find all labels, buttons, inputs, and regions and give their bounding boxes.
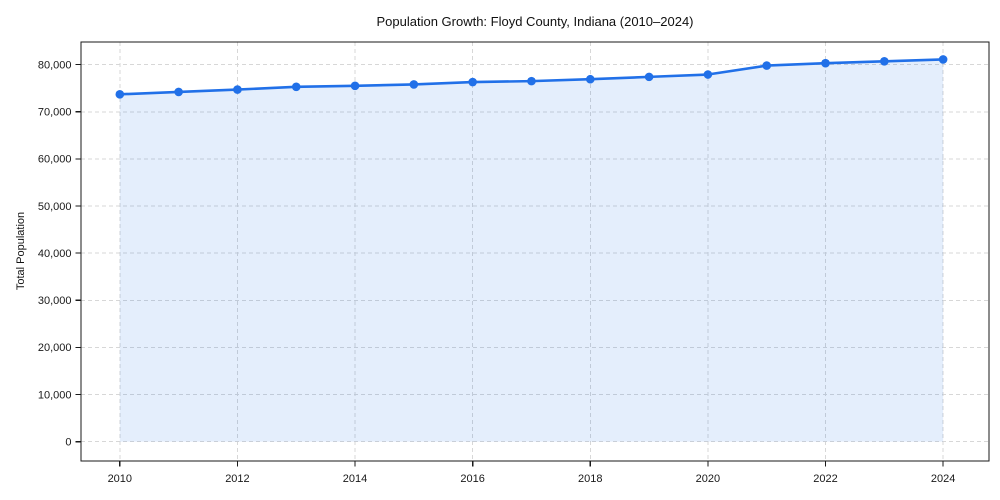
area-fill [119, 59, 944, 442]
x-tick-label: 2022 [813, 473, 837, 485]
data-point-2022 [821, 58, 830, 68]
data-point-2021 [762, 61, 772, 70]
x-tick-label: 2020 [696, 473, 720, 485]
data-point-2016 [468, 77, 477, 87]
x-tick-label: 2024 [931, 473, 955, 485]
y-tick-label: 80,000 [38, 59, 72, 71]
y-tick-label: 0 [65, 436, 71, 448]
chart-title: Population Growth: Floyd County, Indiana… [376, 14, 694, 29]
data-point-2024 [938, 55, 948, 64]
data-point-2014 [350, 81, 360, 91]
data-point-2012 [233, 85, 242, 94]
y-tick-label: 40,000 [38, 248, 72, 260]
data-point-2013 [291, 82, 301, 92]
data-point-2019 [644, 72, 654, 82]
y-tick-label: 30,000 [38, 295, 72, 307]
y-tick-label: 60,000 [38, 154, 72, 166]
y-tick-label: 10,000 [38, 389, 72, 401]
data-point-2011 [174, 87, 183, 97]
data-point-2023 [880, 57, 889, 66]
data-point-2017 [527, 76, 536, 86]
data-point-2018 [585, 74, 595, 84]
data-point-2020 [703, 70, 713, 79]
data-point-2015 [409, 80, 419, 89]
x-tick-label: 2010 [108, 473, 132, 485]
data-point-2010 [115, 90, 125, 99]
x-tick-label: 2014 [343, 473, 367, 485]
y-tick-label: 20,000 [38, 342, 72, 354]
x-tick-label: 2016 [460, 473, 484, 485]
y-tick-label: 70,000 [38, 107, 72, 119]
axis-spines [80, 41, 990, 462]
y-tick-label: 50,000 [38, 201, 72, 213]
x-tick-label: 2012 [225, 473, 249, 485]
x-tick-label: 2018 [578, 473, 602, 485]
